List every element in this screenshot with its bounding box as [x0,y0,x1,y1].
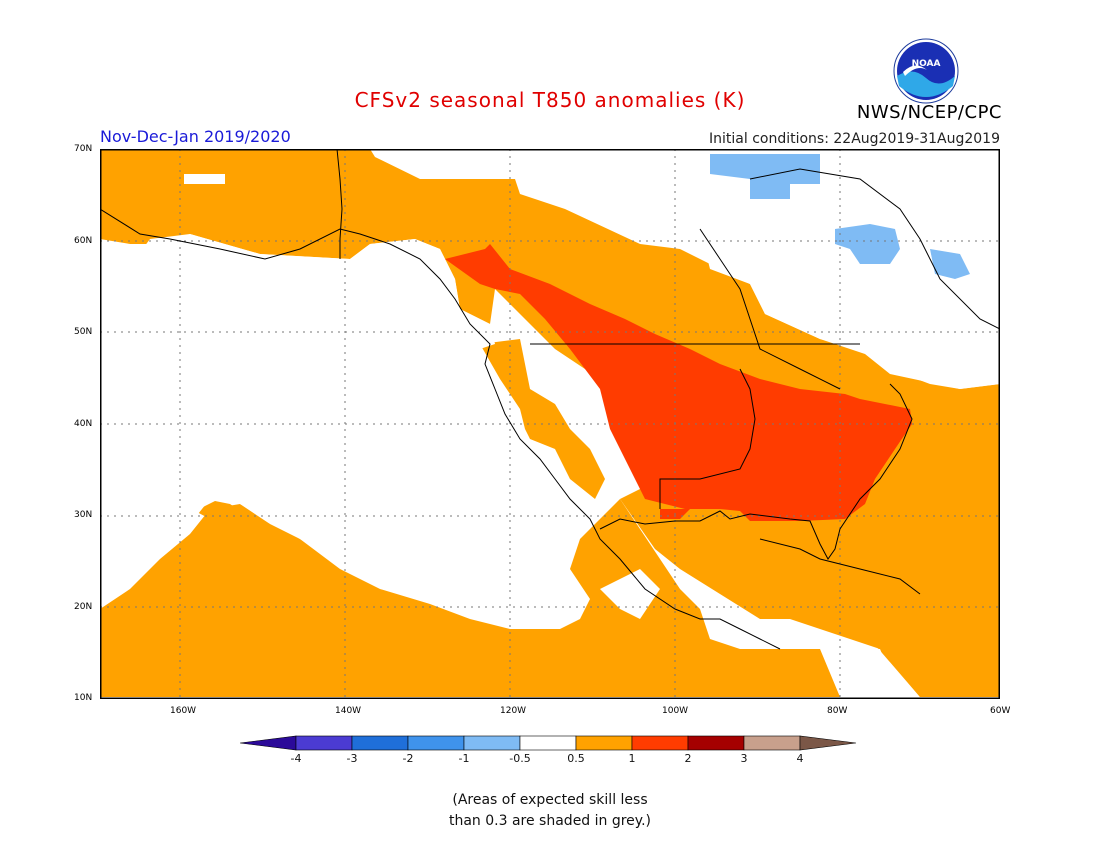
coastlines [100,149,1000,650]
colorbar-swatch [743,735,801,751]
lat-label: 70N [74,144,93,154]
graticule [100,149,1000,699]
colorbar-swatch [295,735,353,751]
lon-label: 160W [170,706,197,716]
lon-label: 120W [500,706,527,716]
lat-label: 60N [74,236,93,246]
colorbar-swatch [351,735,409,751]
colorbar-swatch [631,735,689,751]
colorbar-swatch [799,735,857,751]
anomaly-map [100,149,1000,699]
colorbar-tick-label: 2 [684,752,692,765]
lat-label: 30N [74,510,93,520]
lat-label: 10N [74,693,93,703]
colorbar-tick-label: 0.5 [567,752,585,765]
organization-label: NWS/NCEP/CPC [856,102,1002,123]
lon-label: 100W [662,706,689,716]
lon-label: 80W [827,706,848,716]
colorbar-swatch [463,735,521,751]
colorbar-swatch [575,735,633,751]
map-title: CFSv2 seasonal T850 anomalies (K) [354,88,746,112]
near-zero-regions [100,154,1000,697]
skill-note: (Areas of expected skill less than 0.3 a… [448,792,651,829]
forecast-period: Nov-Dec-Jan 2019/2020 [100,127,291,146]
colorbar-tick-label: 3 [740,752,748,765]
colorbar-swatch [240,735,297,751]
colorbar-swatches [240,735,857,751]
lat-label: 50N [74,327,93,337]
colorbar-tick-label: -0.5 [509,752,531,765]
colorbar-tick-label: -2 [402,752,414,765]
colorbar-swatch [687,735,745,751]
lat-label: 40N [74,419,93,429]
colorbar-swatch [519,735,577,751]
lon-label: 140W [335,706,362,716]
lon-label: 60W [990,706,1011,716]
colorbar-swatch [407,735,465,751]
colorbar-tick-label: -1 [458,752,470,765]
colorbar-tick-label: -3 [346,752,358,765]
lat-label: 20N [74,602,93,612]
colorbar-tick-label: 1 [628,752,636,765]
logo-text: NOAA [912,59,941,69]
colorbar-tick-label: -4 [290,752,302,765]
noaa-logo-icon: NOAA [893,38,959,104]
colorbar-tick-label: 4 [796,752,804,765]
initial-conditions: Initial conditions: 22Aug2019-31Aug2019 [709,131,1000,147]
